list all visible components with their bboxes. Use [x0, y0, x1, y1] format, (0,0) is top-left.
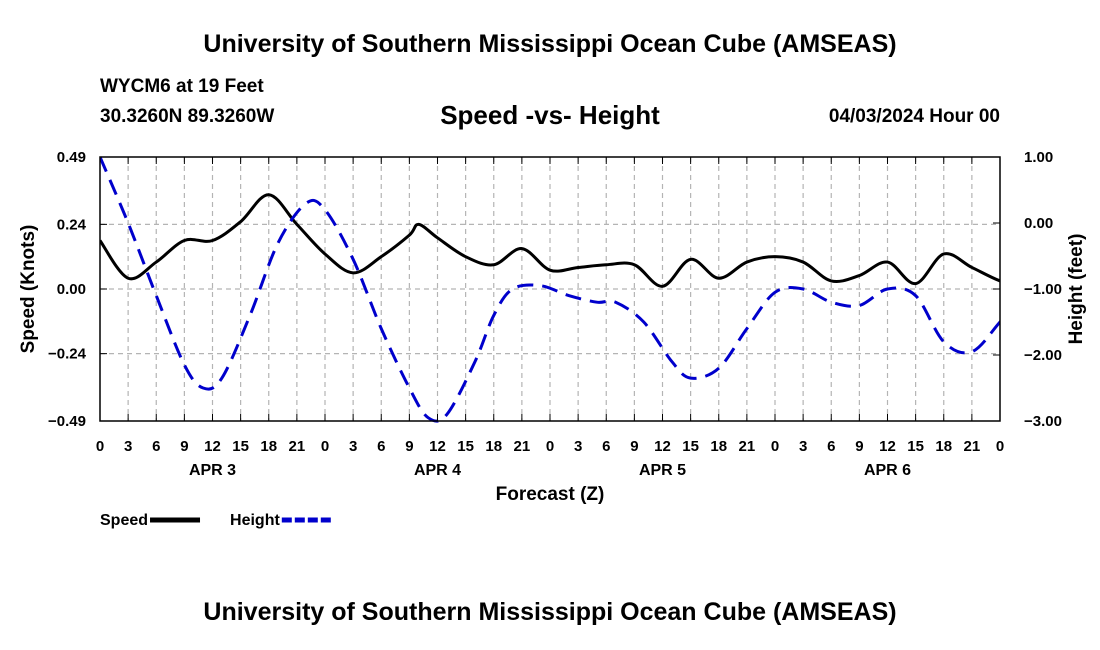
series-line-height [100, 156, 1000, 423]
y-right-tick-label: −1.00 [1024, 281, 1062, 298]
x-tick-label: 3 [799, 438, 807, 455]
x-tick-label: 0 [771, 438, 779, 455]
x-tick-label: 15 [682, 438, 699, 455]
legend: Speed Height [100, 512, 332, 529]
y-left-tick-label: −0.49 [48, 413, 86, 430]
x-day-label: APR 6 [864, 462, 911, 479]
x-day-label: APR 3 [189, 462, 236, 479]
station-label: WYCM6 at 19 Feet [100, 76, 264, 97]
x-tick-label: 3 [349, 438, 357, 455]
y-left-tick-label: 0.49 [57, 149, 86, 166]
y-left-tick-label: 0.00 [57, 281, 86, 298]
y-left-tick-label: 0.24 [57, 216, 87, 233]
legend-label-speed: Speed [100, 512, 148, 529]
series-line-speed [100, 193, 1000, 288]
x-tick-label: 3 [574, 438, 582, 455]
y-right-tick-label: 0.00 [1024, 215, 1053, 232]
y-right-axis-title: Height (feet) [1066, 234, 1087, 345]
station-coordinates: 30.3260N 89.3260W [100, 106, 275, 127]
x-tick-label: 15 [457, 438, 474, 455]
x-tick-label: 21 [514, 438, 531, 455]
x-tick-label: 18 [485, 438, 502, 455]
x-tick-label: 9 [855, 438, 863, 455]
y-right-tick-label: −3.00 [1024, 413, 1062, 430]
x-tick-label: 6 [152, 438, 160, 455]
x-day-label: APR 5 [639, 462, 686, 479]
x-tick-label: 15 [907, 438, 924, 455]
y-left-tick-label: −0.24 [48, 346, 87, 363]
chart-main-title: University of Southern Mississippi Ocean… [203, 30, 897, 58]
x-tick-label: 12 [879, 438, 896, 455]
x-tick-label: 0 [996, 438, 1004, 455]
x-tick-label: 9 [630, 438, 638, 455]
x-tick-label: 6 [377, 438, 385, 455]
x-tick-label: 18 [260, 438, 277, 455]
x-tick-label: 15 [232, 438, 249, 455]
x-tick-label: 21 [964, 438, 981, 455]
x-tick-label: 9 [180, 438, 188, 455]
x-tick-label: 12 [429, 438, 446, 455]
x-day-label: APR 4 [414, 462, 461, 479]
x-tick-label: 0 [546, 438, 554, 455]
forecast-datetime: 04/03/2024 Hour 00 [828, 106, 1000, 127]
axes: 0 3 6 9 12 15 18 21 0 3 6 9 12 15 18 21 0 3 6 9 12 15 18 21 0 3 6 9… [18, 149, 1087, 505]
y-right-tick-label: −2.00 [1024, 347, 1062, 364]
x-tick-label: 21 [289, 438, 306, 455]
grid [100, 157, 1000, 421]
series-layer [100, 156, 1000, 423]
x-tick-label: 0 [96, 438, 104, 455]
x-tick-label: 6 [602, 438, 610, 455]
x-tick-label: 3 [124, 438, 132, 455]
chart-footer-title: University of Southern Mississippi Ocean… [203, 598, 897, 626]
x-tick-label: 21 [739, 438, 756, 455]
y-right-tick-label: 1.00 [1024, 149, 1053, 166]
y-left-axis-title: Speed (Knots) [18, 225, 39, 354]
x-tick-label: 6 [827, 438, 835, 455]
x-tick-label: 12 [654, 438, 671, 455]
x-tick-label: 18 [710, 438, 727, 455]
legend-label-height: Height [230, 512, 280, 529]
chart-subtitle: Speed -vs- Height [440, 100, 660, 130]
x-tick-label: 9 [405, 438, 413, 455]
x-tick-label: 12 [204, 438, 221, 455]
x-tick-label: 0 [321, 438, 329, 455]
x-tick-label: 18 [935, 438, 952, 455]
x-axis-title: Forecast (Z) [496, 484, 605, 505]
